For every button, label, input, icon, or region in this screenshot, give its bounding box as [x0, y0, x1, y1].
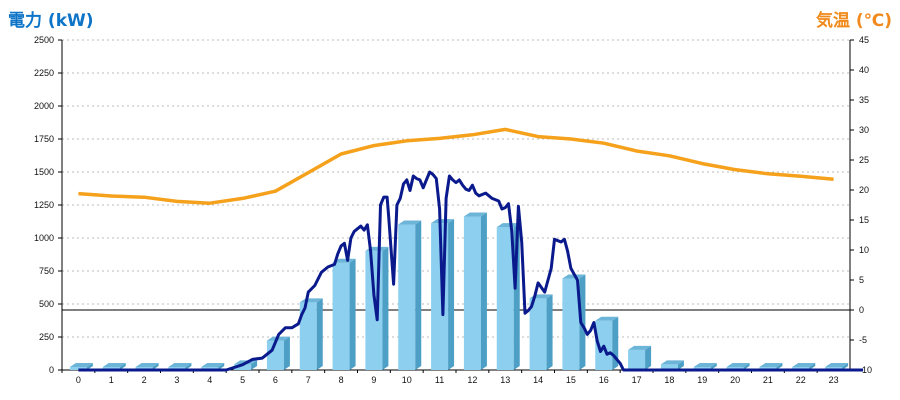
power-bar — [660, 360, 684, 370]
power-bar — [463, 212, 487, 370]
left-tick-label: 750 — [39, 266, 54, 276]
left-axis-title: 電力 (kW) — [8, 11, 94, 31]
right-tick-label: 15 — [859, 215, 869, 225]
x-tick-label: 18 — [664, 375, 674, 385]
left-tick-label: 1500 — [34, 167, 54, 177]
x-tick-label: 3 — [174, 375, 179, 385]
x-tick-label: 10 — [402, 375, 412, 385]
right-tick-label: 0 — [859, 305, 864, 315]
power-bar — [529, 294, 553, 370]
right-tick-label: 40 — [859, 65, 869, 75]
right-tick-label: 30 — [859, 125, 869, 135]
x-tick-label: 15 — [566, 375, 576, 385]
x-tick-label: 8 — [339, 375, 344, 385]
right-tick-label: 20 — [859, 185, 869, 195]
left-tick-label: 2000 — [34, 101, 54, 111]
right-tick-label: 25 — [859, 155, 869, 165]
x-tick-label: 12 — [467, 375, 477, 385]
power-bar — [398, 220, 422, 370]
left-tick-label: 1250 — [34, 200, 54, 210]
x-tick-label: 0 — [76, 375, 81, 385]
x-tick-label: 14 — [533, 375, 543, 385]
power-bar — [628, 345, 652, 370]
x-tick-label: 5 — [240, 375, 245, 385]
x-tick-label: 9 — [371, 375, 376, 385]
right-tick-label: 45 — [859, 35, 869, 45]
power-line — [78, 170, 864, 372]
x-tick-label: 21 — [763, 375, 773, 385]
x-tick-label: 22 — [796, 375, 806, 385]
left-tick-label: 1000 — [34, 233, 54, 243]
power-bar — [266, 336, 290, 370]
left-tick-label: 1750 — [34, 134, 54, 144]
left-tick-label: 500 — [39, 299, 54, 309]
right-tick-label: 5 — [859, 275, 864, 285]
right-tick-label: 10 — [859, 245, 869, 255]
x-tick-label: 7 — [306, 375, 311, 385]
power-bar — [332, 258, 356, 370]
x-tick-label: 4 — [207, 375, 212, 385]
left-tick-label: 250 — [39, 332, 54, 342]
x-tick-label: 11 — [435, 375, 444, 385]
left-tick-label: 2250 — [34, 68, 54, 78]
x-tick-label: 23 — [829, 375, 839, 385]
right-tick-label: -10 — [859, 365, 872, 375]
x-tick-label: 6 — [273, 375, 278, 385]
x-tick-label: 17 — [632, 375, 642, 385]
x-tick-label: 2 — [142, 375, 147, 385]
temperature-line — [78, 127, 834, 205]
right-tick-label: 35 — [859, 95, 869, 105]
left-tick-label: 2500 — [34, 35, 54, 45]
left-tick-label: 0 — [49, 365, 54, 375]
x-tick-label: 19 — [697, 375, 707, 385]
x-tick-label: 13 — [500, 375, 510, 385]
right-axis-title: 気温 (℃) — [815, 11, 892, 31]
x-tick-label: 20 — [730, 375, 740, 385]
right-tick-label: -5 — [859, 335, 867, 345]
x-tick-label: 16 — [599, 375, 609, 385]
x-tick-label: 1 — [109, 375, 114, 385]
